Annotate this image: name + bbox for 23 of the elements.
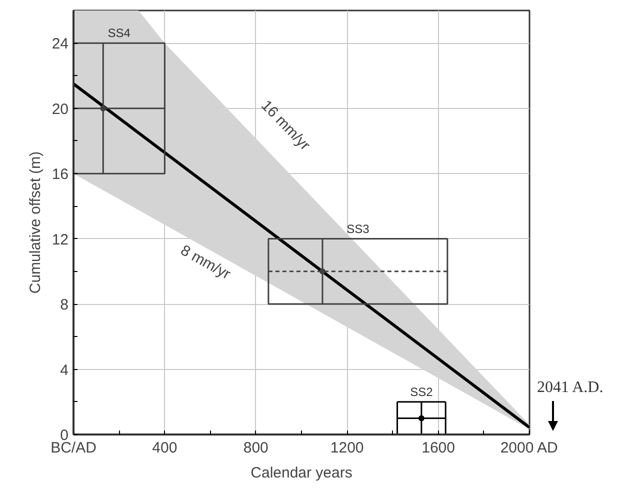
point xyxy=(100,105,106,112)
x-axis-title: Calendar years xyxy=(250,464,352,482)
y-tick-label: 8 xyxy=(60,296,68,314)
y-tick-label: 24 xyxy=(52,36,69,53)
x-tick-label: 800 xyxy=(243,440,268,456)
x-tick-label: 1600 xyxy=(422,440,455,456)
y-axis-title: Cumulative offset (m) xyxy=(26,151,44,294)
x-tick-label: 1200 xyxy=(330,440,364,456)
point xyxy=(418,415,424,422)
line-series xyxy=(74,82,530,429)
x-tick-label: 2000 AD xyxy=(500,440,558,456)
text: SS4 xyxy=(108,26,131,40)
text: 2041 A.D. xyxy=(537,379,604,396)
point xyxy=(319,268,326,274)
y-tick-label: 20 xyxy=(52,100,69,118)
annotation: 8 mm/yr xyxy=(178,242,234,284)
y-tick-label: 4 xyxy=(60,362,68,379)
series-label: SS2 xyxy=(410,384,434,399)
y-tick-label: 12 xyxy=(52,231,69,248)
x-tick-label: 400 xyxy=(152,440,178,456)
x-tick-label: BC/AD xyxy=(50,440,97,456)
y-tick-label: 16 xyxy=(52,166,69,184)
text: SS3 xyxy=(346,222,370,236)
